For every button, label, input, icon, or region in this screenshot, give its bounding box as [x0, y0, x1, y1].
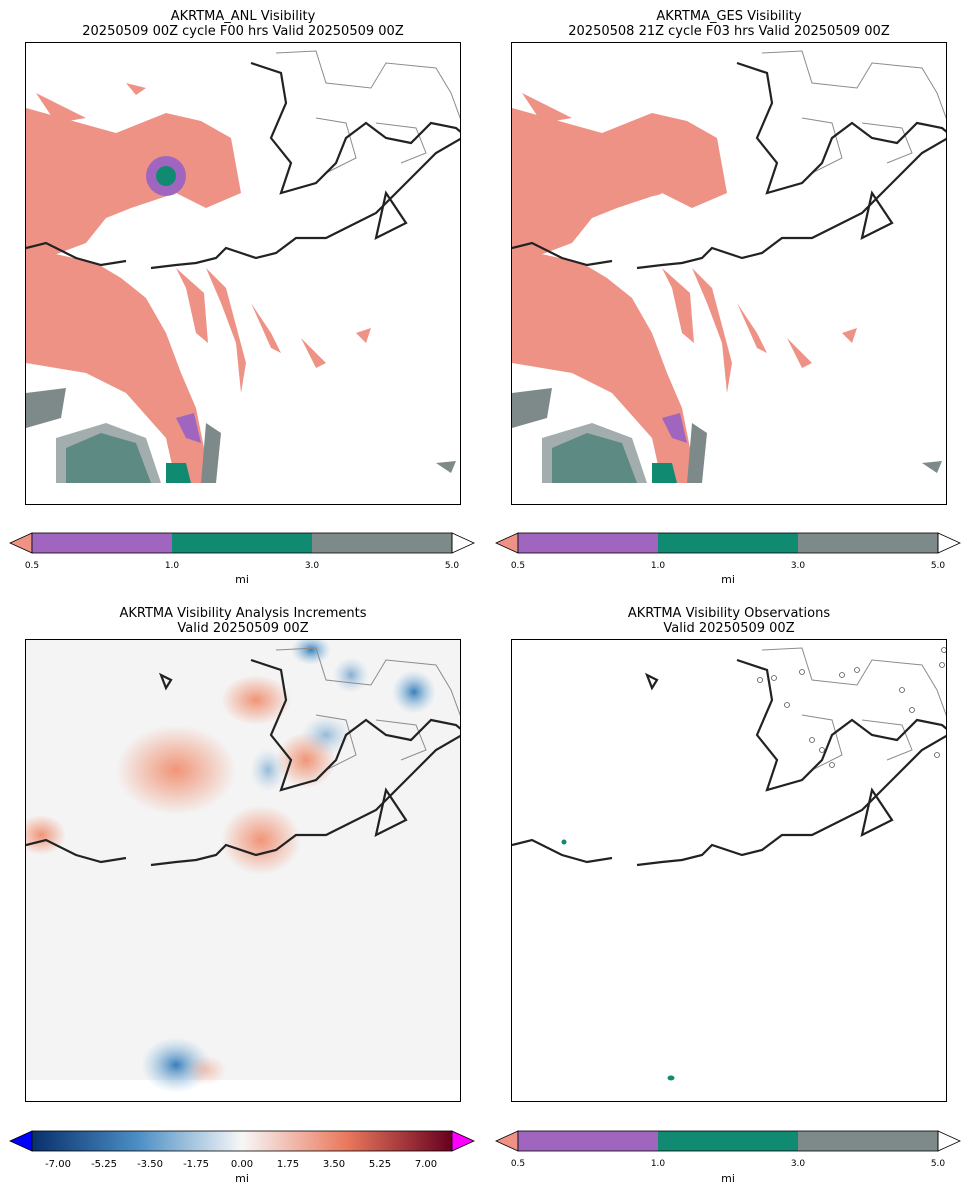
panel4-tick-1: 1.0: [650, 1159, 666, 1169]
panel4-colorbar-under: [495, 1130, 519, 1152]
panel1-map[interactable]: [25, 42, 461, 505]
panel4-map-canvas: [512, 647, 946, 1081]
panel3-colorbar-unit: mi: [235, 1172, 249, 1185]
panel1-colorbar-seg2: [172, 533, 312, 553]
panel3-borders: [275, 647, 460, 771]
panel1-title-line2: 20250509 00Z cycle F00 hrs Valid 2025050…: [82, 24, 404, 39]
panel3-tick-7: 5.25: [368, 1159, 392, 1170]
panel3-map[interactable]: [25, 639, 461, 1102]
panel4-map[interactable]: [511, 639, 947, 1102]
panel4-title-line1: AKRTMA Visibility Observations: [627, 606, 831, 621]
panel1-title: AKRTMA_ANL Visibility 20250509 00Z cycle…: [25, 9, 461, 39]
panel1-colorbar-under: [9, 532, 33, 554]
panel2-title: AKRTMA_GES Visibility 20250508 21Z cycle…: [511, 9, 947, 39]
panel2-tick-3: 5.0: [930, 561, 946, 571]
panel1-colorbar-seg1: [32, 533, 172, 553]
panel3-coastline: [26, 658, 460, 867]
panel1-tick-1: 1.0: [164, 561, 180, 571]
panel2-colorbar-seg3: [798, 533, 938, 553]
panel3-colorbar-over: [451, 1130, 475, 1152]
panel4-colorbar-over: [937, 1130, 961, 1152]
panel1-tick-3: 5.0: [444, 561, 460, 571]
panel1-borders: [275, 50, 460, 174]
panel1-tick-0: 0.5: [24, 561, 40, 571]
panel1-coastline: [26, 61, 460, 270]
panel2-high-vis: [512, 388, 942, 483]
panel1-fog-fields: [26, 83, 371, 483]
panel1-map-canvas: [26, 50, 460, 483]
panel1-colorbar-over: [451, 532, 475, 554]
panel2-coastline: [512, 61, 946, 270]
panel2-colorbar: [495, 532, 961, 554]
panel2-tick-0: 0.5: [510, 561, 526, 571]
panel4-observation-mid-vis: [667, 1075, 675, 1081]
panel1-colorbar-seg3: [312, 533, 452, 553]
panel1-colorbar: [9, 532, 475, 554]
panel4-colorbar-seg3: [798, 1131, 938, 1151]
panel4-coastline: [512, 658, 946, 867]
panel3-tick-6: 3.50: [322, 1159, 346, 1170]
panel3-tick-5: 1.75: [276, 1159, 300, 1170]
panel3-title: AKRTMA Visibility Analysis Increments Va…: [25, 606, 461, 636]
panel3-tick-3: -1.75: [183, 1159, 209, 1170]
panel4-colorbar: [495, 1130, 961, 1152]
panel4-observation-low-vis: [561, 839, 567, 845]
panel2-title-line2: 20250508 21Z cycle F03 hrs Valid 2025050…: [568, 24, 890, 39]
panel3-title-line2: Valid 20250509 00Z: [177, 621, 309, 636]
panel4-title: AKRTMA Visibility Observations Valid 202…: [511, 606, 947, 636]
panel2-map[interactable]: [511, 42, 947, 505]
panel3-colorbar-under: [9, 1130, 33, 1152]
panel1-tick-2: 3.0: [304, 561, 320, 571]
panel1-high-vis: [26, 388, 456, 483]
panel3-tick-8: 7.00: [414, 1159, 438, 1170]
panel2-low-vis: [662, 413, 687, 443]
panel3-tick-2: -3.50: [137, 1159, 163, 1170]
panel3-map-canvas: [26, 640, 460, 1093]
panel2-title-line1: AKRTMA_GES Visibility: [656, 9, 802, 24]
panel4-station-markers: [757, 647, 946, 768]
panel1-title-line1: AKRTMA_ANL Visibility: [170, 9, 316, 24]
panel2-colorbar-seg2: [658, 533, 798, 553]
panel2-colorbar-over: [937, 532, 961, 554]
panel4-colorbar-seg1: [518, 1131, 658, 1151]
panel2-colorbar-unit: mi: [721, 573, 735, 586]
panel3-colorbar-gradient: [31, 1130, 453, 1152]
panel3-colorbar: [9, 1130, 475, 1152]
panel2-colorbar-seg1: [518, 533, 658, 553]
panel2-map-canvas: [512, 50, 946, 483]
panel2-tick-2: 3.0: [790, 561, 806, 571]
panel2-borders: [761, 50, 946, 174]
panel3-tick-4: 0.00: [230, 1159, 254, 1170]
panel3-title-line1: AKRTMA Visibility Analysis Increments: [119, 606, 367, 621]
panel4-title-line2: Valid 20250509 00Z: [663, 621, 795, 636]
panel4-colorbar-seg2: [658, 1131, 798, 1151]
panel4-borders: [761, 647, 946, 771]
panel1-colorbar-unit: mi: [235, 573, 249, 586]
panel3-tick-0: -7.00: [45, 1159, 71, 1170]
panel4-tick-2: 3.0: [790, 1159, 806, 1169]
panel2-colorbar-under: [495, 532, 519, 554]
panel2-fog-fields: [512, 93, 857, 483]
panel4-colorbar-unit: mi: [721, 1172, 735, 1185]
panel2-tick-1: 1.0: [650, 561, 666, 571]
panel4-tick-3: 5.0: [930, 1159, 946, 1169]
panel4-tick-0: 0.5: [510, 1159, 526, 1169]
panel3-tick-1: -5.25: [91, 1159, 117, 1170]
